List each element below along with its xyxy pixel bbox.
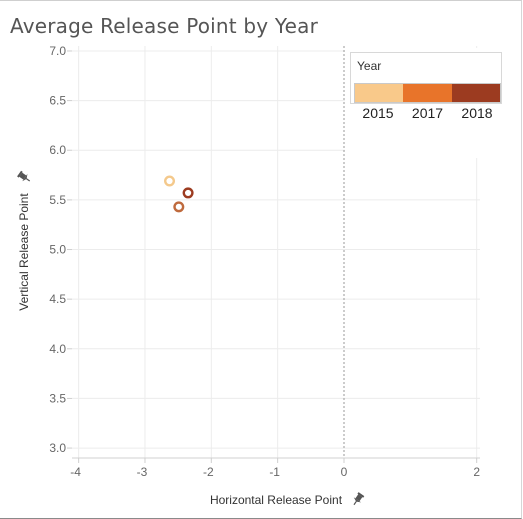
legend-labels: 2015 2017 2018: [355, 105, 500, 121]
data-point-2015[interactable]: [164, 175, 176, 187]
y-tick-label: 4.5: [49, 292, 66, 306]
y-axis-title: Vertical Release Point: [17, 193, 31, 311]
x-tick-label: -4: [70, 465, 81, 479]
data-points: [164, 175, 194, 213]
chart-title: Average Release Point by Year: [10, 14, 319, 38]
legend-swatch-2018: [451, 84, 500, 102]
y-tick-label: 5.0: [49, 243, 66, 257]
legend-color-bar: [354, 83, 501, 103]
legend-label-2015: 2015: [362, 105, 394, 121]
y-tick-label: 6.0: [49, 143, 66, 157]
y-tick-label: 7.0: [49, 44, 66, 58]
legend[interactable]: Year 2015 2017 2018: [345, 48, 502, 158]
legend-swatch-2015: [355, 84, 404, 102]
x-axis-pin-icon[interactable]: [350, 492, 365, 508]
legend-label-2018: 2018: [461, 105, 493, 121]
legend-label-2017: 2017: [411, 105, 444, 121]
y-tick-label: 3.5: [49, 391, 66, 405]
data-point-2017[interactable]: [173, 201, 185, 213]
x-tick-label: -2: [203, 465, 214, 479]
y-axis-ticks: 3.0 3.5 4.0 4.5 5.0 5.5 6.0 6.5 7.0: [49, 44, 72, 455]
data-point-2018[interactable]: [182, 187, 194, 199]
x-axis-title: Horizontal Release Point: [210, 493, 343, 507]
legend-box: Year: [350, 52, 502, 104]
x-tick-label: -1: [269, 465, 280, 479]
y-tick-label: 4.0: [49, 342, 66, 356]
y-tick-label: 3.0: [49, 441, 66, 455]
y-axis-pin-icon[interactable]: [17, 170, 33, 185]
legend-swatch-2017: [403, 84, 452, 102]
y-tick-label: 5.5: [49, 193, 66, 207]
x-tick-label: -3: [137, 465, 148, 479]
legend-title: Year: [357, 59, 382, 73]
x-axis-ticks: -4 -3 -2 -1 0 2: [70, 457, 480, 479]
x-tick-label: 2: [473, 465, 480, 479]
y-tick-label: 6.5: [49, 94, 66, 108]
pin-icons: [17, 170, 365, 508]
x-tick-label: 0: [341, 465, 348, 479]
